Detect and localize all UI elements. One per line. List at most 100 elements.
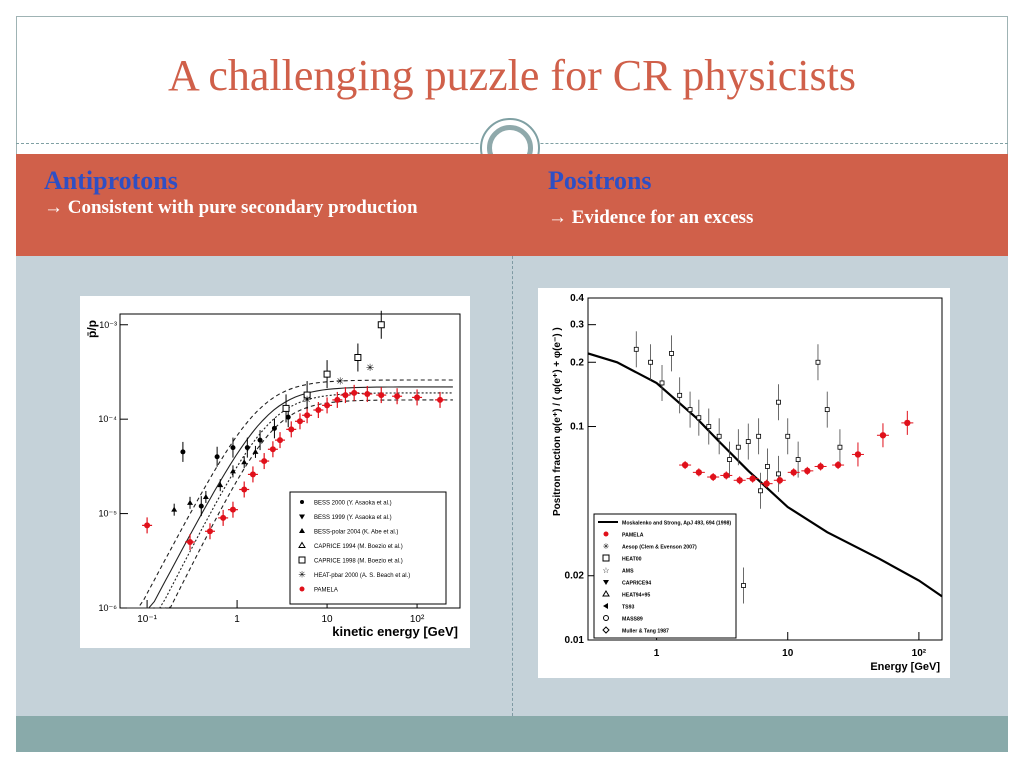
- antiproton-model-curve: [127, 379, 453, 609]
- antiproton-x-tick-label: 10: [322, 614, 334, 625]
- antiproton-legend-marker: [300, 500, 304, 504]
- positron-other-data-point: [756, 433, 762, 439]
- pamela-data-point: [904, 419, 911, 427]
- column-divider: [512, 256, 513, 716]
- positron-legend-label: MASS89: [622, 617, 643, 623]
- pamela-data-point: [854, 451, 862, 458]
- positron-legend-marker: [603, 615, 609, 621]
- footer-band: [16, 716, 1008, 752]
- heat-data-point: ✳: [336, 377, 344, 388]
- positron-chart: Positron fraction φ(e⁺) / ( φ(e⁺) + φ(e⁻…: [552, 293, 943, 673]
- pamela-data-point: [681, 461, 689, 469]
- positron-other-data-point: [765, 464, 770, 469]
- header-band: [16, 154, 1008, 256]
- pamela-data-point: [394, 393, 401, 400]
- pamela-data-point: [261, 458, 268, 465]
- antiproton-legend-marker: ✳: [298, 570, 306, 580]
- slide-title: A challenging puzzle for CR physicists: [168, 51, 856, 100]
- pamela-data-point: [144, 522, 151, 529]
- pamela-data-point: [817, 463, 824, 470]
- pamela-data-point: [220, 514, 227, 521]
- pamela-data-point: [804, 467, 811, 475]
- pamela-data-point: [315, 407, 322, 414]
- antiproton-y-tick-label: 10⁻³: [99, 320, 117, 330]
- pamela-data-point: [288, 426, 295, 433]
- positron-legend-label: CAPRICE94: [622, 581, 651, 587]
- positron-legend-label: PAMELA: [622, 533, 644, 539]
- pamela-data-point: [324, 402, 331, 409]
- positron-other-data-point: [745, 439, 751, 444]
- positron-other-data-point: [669, 351, 674, 356]
- antiproton-x-tick-label: 10⁻¹: [137, 614, 157, 625]
- pamela-data-point: [277, 437, 284, 444]
- antiproton-legend-box: [289, 491, 447, 605]
- antiproton-legend-label: BESS 2000 (Y. Asaoka et al.): [314, 501, 392, 507]
- positrons-heading: Positrons: [548, 166, 652, 195]
- pamela-data-point: [229, 506, 236, 513]
- positron-other-data-point: [677, 392, 683, 398]
- positron-legend-label: TS93: [622, 605, 635, 611]
- antiproton-legend-label: PAMELA: [314, 588, 338, 594]
- positron-chart-panel: Positron fraction φ(e⁺) / ( φ(e⁺) + φ(e⁻…: [538, 288, 950, 678]
- positron-legend-label: Muller & Tang 1987: [622, 629, 669, 635]
- positron-legend-label: Moskalenko and Strong, ApJ 493, 694 (199…: [622, 521, 731, 527]
- pamela-data-point: [249, 471, 256, 478]
- caprice-data-point: [323, 370, 331, 378]
- positron-x-tick-label: 10²: [912, 648, 927, 659]
- positron-other-data-point: [727, 457, 732, 462]
- antiproton-chart: p̄/p kinetic energy [GeV] 10⁻¹ 1 10 10² 10⁻⁶…: [85, 310, 461, 639]
- bess-polar-data-point: [202, 493, 209, 499]
- pamela-data-point: [364, 390, 371, 397]
- antiproton-legend-label: BESS-polar 2004 (K. Abe et al.): [314, 530, 398, 536]
- pamela-data-point: [749, 475, 756, 482]
- bess-data-point: [271, 425, 277, 431]
- bess-data-point: [180, 449, 186, 455]
- antiproton-legend-marker: [298, 541, 306, 548]
- positron-other-data-point: [815, 359, 821, 365]
- positron-x-tick-label: 1: [654, 648, 660, 659]
- pamela-data-point: [378, 392, 385, 399]
- heat-data-point: ✳: [303, 395, 311, 406]
- bess-data-point: [244, 445, 250, 451]
- positron-legend-label: HEAT94+95: [622, 593, 650, 599]
- caprice-data-point: [303, 391, 311, 399]
- pamela-data-point: [776, 477, 784, 484]
- positron-other-data-point: [776, 471, 781, 477]
- bess-polar-data-point: [252, 448, 259, 454]
- positron-other-data-point: [824, 407, 830, 413]
- positron-legend-marker: ☆: [602, 566, 609, 575]
- antiproton-legend-marker: [299, 528, 305, 533]
- pamela-data-point: [834, 461, 842, 469]
- pamela-data-point: [304, 412, 311, 419]
- positron-other-data-point: [758, 488, 763, 494]
- positron-other-data-point: [795, 457, 801, 462]
- bess-polar-data-point: [217, 482, 224, 488]
- positron-other-data-point: [776, 399, 781, 405]
- pamela-data-point: [414, 394, 421, 401]
- positron-other-data-point: [741, 583, 746, 588]
- positron-other-data-point: [633, 346, 639, 352]
- positron-y-tick-label: 0.3: [570, 320, 584, 331]
- antiproton-legend-label: BESS 1999 (Y. Asaoka et al.): [314, 515, 392, 521]
- pamela-data-point: [206, 528, 213, 535]
- pamela-data-point: [763, 480, 770, 487]
- positron-y-tick-label: 0.1: [570, 422, 584, 433]
- heat-data-point: ✳: [366, 363, 374, 374]
- positron-y-tick-label: 0.4: [570, 293, 584, 304]
- pamela-data-point: [187, 539, 194, 546]
- positron-y-axis-label: Positron fraction φ(e⁺) / ( φ(e⁺) + φ(e⁻…: [552, 327, 563, 516]
- positron-other-data-point: [687, 407, 693, 413]
- positron-other-data-point: [648, 359, 653, 365]
- bess-data-point: [230, 445, 236, 451]
- caprice-data-point: [282, 404, 290, 412]
- pamela-data-point: [437, 396, 444, 403]
- pamela-data-point: [296, 418, 303, 425]
- positron-legend-marker: [602, 554, 610, 562]
- antiproton-legend-marker: [299, 514, 305, 520]
- pamela-data-point: [269, 446, 276, 453]
- bess-data-point: [285, 414, 291, 420]
- antiproton-legend-label: HEAT-pbar 2000 (A. S. Beach et al.): [314, 573, 410, 579]
- antiproton-legend-label: CAPRICE 1998 (M. Boezio et al.): [314, 559, 403, 565]
- positron-y-tick-label: 0.02: [565, 571, 585, 582]
- positron-y-tick-label: 0.01: [565, 635, 585, 646]
